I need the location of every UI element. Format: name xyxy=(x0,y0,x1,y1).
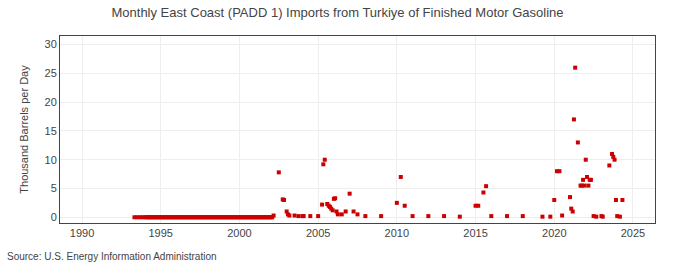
svg-text:15: 15 xyxy=(45,125,57,137)
svg-text:25: 25 xyxy=(45,67,57,79)
svg-text:Monthly East Coast (PADD 1) Im: Monthly East Coast (PADD 1) Imports from… xyxy=(111,5,563,20)
svg-text:0: 0 xyxy=(51,211,57,223)
svg-text:2000: 2000 xyxy=(227,227,251,239)
svg-text:Thousand Barrels per Day: Thousand Barrels per Day xyxy=(18,65,30,194)
svg-text:2010: 2010 xyxy=(385,227,409,239)
svg-text:2020: 2020 xyxy=(542,227,566,239)
svg-text:5: 5 xyxy=(51,182,57,194)
svg-text:2025: 2025 xyxy=(621,227,645,239)
svg-text:10: 10 xyxy=(45,154,57,166)
svg-text:1990: 1990 xyxy=(70,227,94,239)
svg-text:20: 20 xyxy=(45,96,57,108)
svg-text:2015: 2015 xyxy=(463,227,487,239)
svg-text:1995: 1995 xyxy=(148,227,172,239)
svg-text:Source: U.S. Energy Informatio: Source: U.S. Energy Information Administ… xyxy=(7,251,217,262)
svg-text:2005: 2005 xyxy=(306,227,330,239)
svg-text:30: 30 xyxy=(45,38,57,50)
